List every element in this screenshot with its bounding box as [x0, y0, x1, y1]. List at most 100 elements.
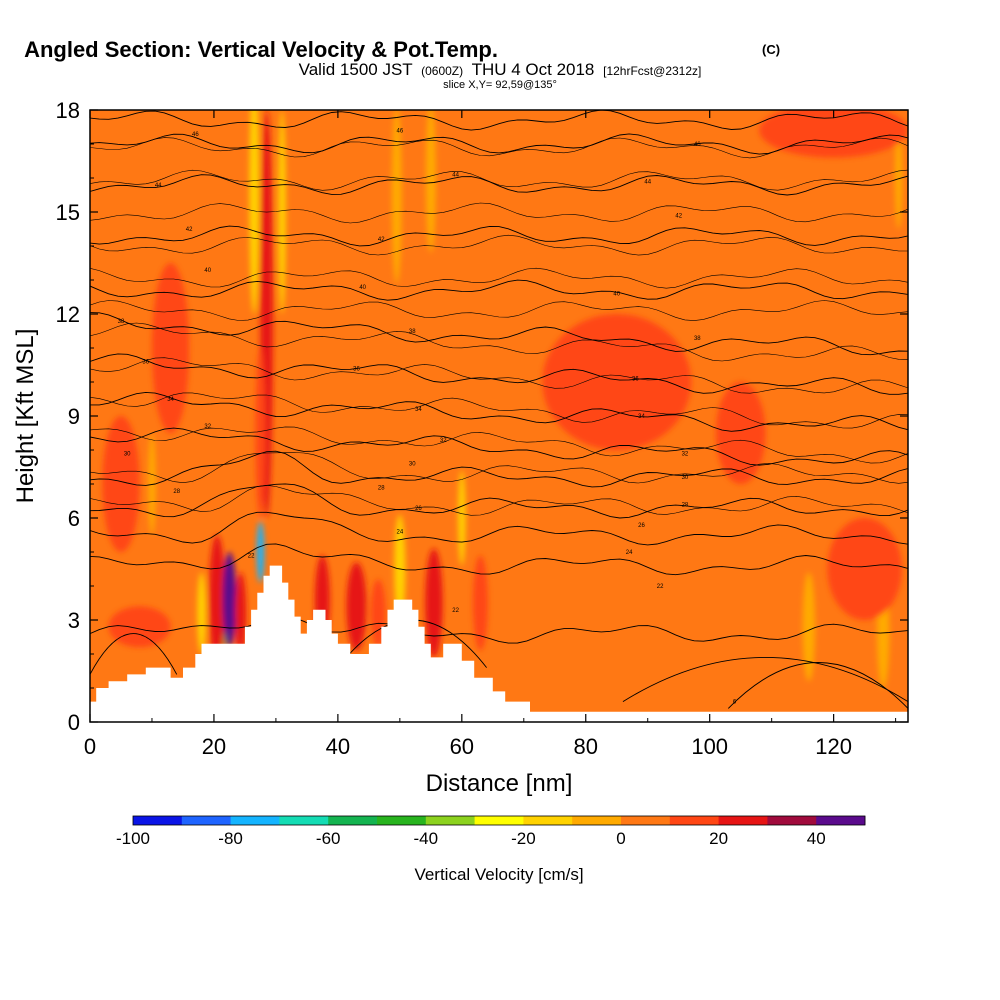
colorbar-swatch — [621, 816, 671, 825]
x-tick-label: 120 — [815, 734, 852, 759]
isentrope-line — [90, 322, 908, 362]
colorbar-swatch — [230, 816, 280, 825]
isentrope-line — [90, 279, 908, 301]
subtitle-date: THU 4 Oct 2018 — [472, 60, 595, 79]
title-units: (C) — [762, 42, 780, 57]
isentrope-line — [90, 452, 908, 484]
colorbar-swatch — [816, 816, 866, 825]
isentrope-label: 42 — [378, 237, 385, 243]
x-tick-label: 60 — [450, 734, 474, 759]
downdraft-cell — [802, 572, 816, 682]
colorbar-tick-label: -40 — [414, 829, 439, 848]
updraft-cell — [222, 552, 237, 648]
x-tick-label: 20 — [202, 734, 226, 759]
isentrope-line — [90, 174, 908, 196]
isentrope-label: 32 — [682, 451, 689, 457]
downdraft-cell — [894, 127, 903, 229]
chart-subtitle: Valid 1500 JST (0600Z) THU 4 Oct 2018 [1… — [299, 60, 702, 79]
colorbar-tick-label: 20 — [709, 829, 728, 848]
updraft-cell — [346, 562, 367, 651]
y-tick-label: 0 — [68, 710, 80, 735]
isentrope-label: 6 — [733, 700, 737, 706]
terrain — [90, 565, 908, 722]
x-tick-label: 0 — [84, 734, 96, 759]
isentrope-line — [90, 616, 908, 644]
subtitle-forecast: [12hrFcst@2312z] — [603, 64, 701, 78]
y-tick-label: 12 — [56, 302, 80, 327]
isentrope-line — [90, 267, 908, 289]
isentrope-label: 40 — [613, 292, 620, 298]
y-tick-label: 6 — [68, 506, 80, 531]
slice-info: slice X,Y= 92,59@135° — [443, 79, 557, 91]
x-tick-label: 80 — [574, 734, 598, 759]
colorbar-swatch — [425, 816, 475, 825]
isentrope-label: 44 — [644, 179, 651, 185]
isentrope-label: 28 — [173, 489, 180, 495]
updraft-cell — [235, 572, 247, 654]
plot-area: 46 46 46 44 44 44 42 42 42 40 40 40 38 38 38 36 36 36 34 34… — [90, 110, 908, 722]
downdraft-cell — [458, 470, 466, 566]
isentrope-label: 34 — [415, 407, 422, 413]
isentropes — [90, 110, 908, 709]
colorbar-swatch — [718, 816, 768, 825]
isentrope-label: 46 — [694, 142, 701, 148]
colorbar-label: Vertical Velocity [cm/s] — [414, 865, 583, 884]
downdraft-cell — [425, 110, 436, 253]
colorbar-frame — [132, 815, 866, 826]
isentrope-line — [90, 484, 908, 516]
downdraft-cell — [391, 110, 402, 284]
isentrope-label: 26 — [415, 506, 422, 512]
isentrope-label: 24 — [397, 530, 404, 536]
downdraft-cell — [278, 110, 286, 314]
isentrope-line — [90, 110, 908, 131]
downdraft-cell — [256, 521, 265, 583]
isentrope-labels: 46 46 46 44 44 44 42 42 42 40 40 40 38 38 38 36 36 36 34 34… — [118, 128, 737, 705]
colorbar-swatch — [767, 816, 817, 825]
colorbar-tick-label: 40 — [807, 829, 826, 848]
isentrope-label: 44 — [155, 183, 162, 189]
colorbar-tick-label: -80 — [218, 829, 243, 848]
isentrope-label: 36 — [142, 360, 149, 366]
isentrope-label: 32 — [440, 438, 447, 444]
updraft-cell — [151, 263, 190, 433]
colorbar-swatch — [181, 816, 231, 825]
isentrope-label: 40 — [204, 268, 211, 274]
colorbar-tick-label: -100 — [116, 829, 150, 848]
x-tick-label: 40 — [326, 734, 350, 759]
isentrope-line — [90, 300, 908, 321]
isentrope-label: 22 — [452, 608, 459, 614]
isentrope-label: 38 — [118, 319, 125, 325]
isentrope-line — [90, 511, 908, 546]
isentrope-arc — [727, 662, 908, 709]
updraft-cell — [425, 548, 443, 658]
isentrope-label: 38 — [409, 329, 416, 335]
colorbar-swatch — [523, 816, 573, 825]
isentrope-line — [90, 450, 908, 488]
isentrope-label: 22 — [248, 553, 255, 559]
isentrope-line — [90, 137, 908, 159]
isentrope-label: 46 — [192, 132, 199, 138]
colorbar-tick-label: 0 — [616, 829, 625, 848]
isentrope-label: 34 — [167, 397, 174, 403]
downdraft-cell — [197, 572, 206, 654]
isentrope-label: 38 — [694, 336, 701, 342]
colorbar-swatch — [377, 816, 427, 825]
isentrope-line — [90, 202, 908, 224]
colorbar-swatch — [474, 816, 524, 825]
isentrope-label: 24 — [626, 550, 633, 556]
isentrope-line — [90, 225, 908, 247]
updraft-cell — [759, 110, 908, 158]
isentrope-label: 44 — [452, 173, 459, 179]
isentrope-arc — [90, 633, 178, 675]
isentrope-line — [90, 426, 908, 464]
y-tick-label: 3 — [68, 608, 80, 633]
updraft-cell — [108, 606, 171, 648]
y-tick-label: 9 — [68, 404, 80, 429]
chart-title: Angled Section: Vertical Velocity & Pot.… — [24, 37, 498, 62]
isentrope-label: 32 — [204, 424, 211, 430]
colorbar: -100 -80 -60 -40 -20 0 20 40 — [116, 815, 866, 848]
y-tick-label: 18 — [56, 98, 80, 123]
y-tick-label: 15 — [56, 200, 80, 225]
